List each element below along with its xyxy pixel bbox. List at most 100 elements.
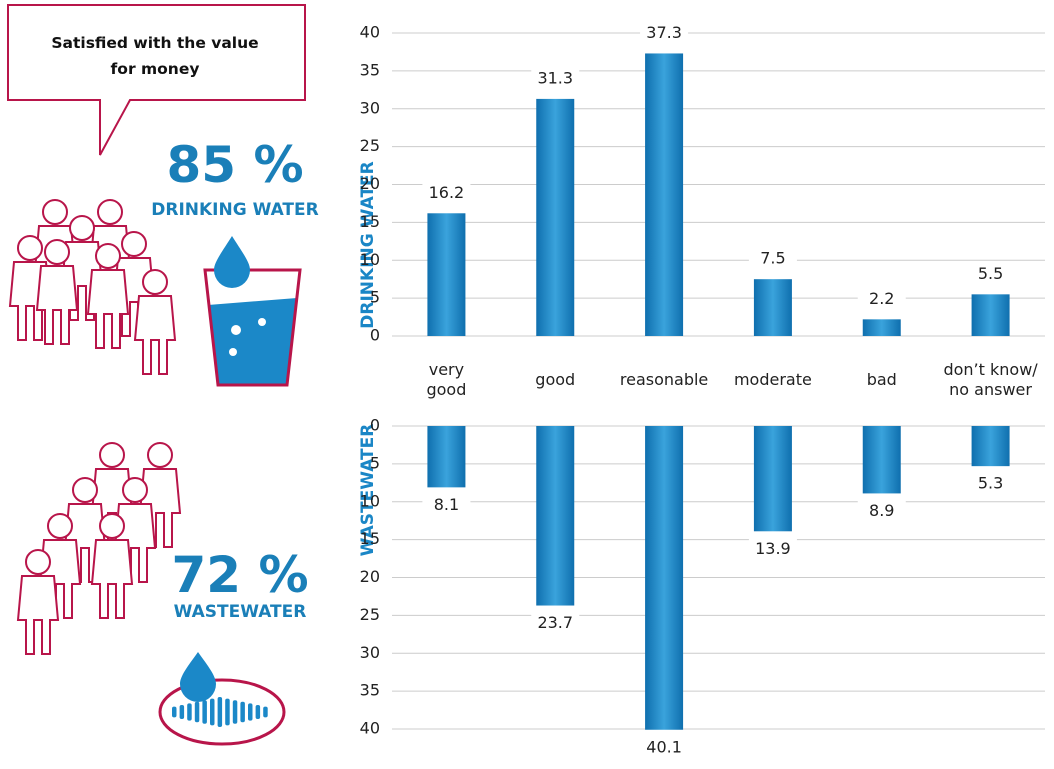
y-tick-label: 0	[370, 416, 380, 435]
drain-slot	[210, 698, 215, 726]
value-label: 31.3	[537, 68, 573, 87]
person-head	[121, 231, 147, 257]
y-tick-label: 10	[360, 491, 380, 510]
drain-slot	[172, 706, 177, 718]
value-label: 8.1	[434, 495, 459, 514]
bubble-icon	[231, 325, 241, 335]
x-tick-label: good	[535, 370, 576, 389]
person-head	[142, 269, 168, 295]
value-label: 16.2	[429, 183, 465, 202]
person-head	[25, 549, 51, 575]
label-bg	[748, 538, 797, 561]
y-tick-label: 30	[360, 98, 380, 117]
y-tick-label: 25	[360, 605, 380, 624]
drain-slot	[232, 700, 238, 724]
bar	[536, 426, 575, 606]
label-bg	[531, 67, 580, 90]
drain-slot	[217, 697, 223, 727]
value-label: 13.9	[755, 539, 791, 558]
label-bg	[966, 473, 1015, 496]
y-tick-label: 35	[360, 60, 380, 79]
y-tick-label: 10	[360, 250, 380, 269]
label-bg	[422, 494, 471, 517]
y-tick-label: 30	[360, 643, 380, 662]
bubble-icon	[229, 348, 237, 356]
label-bg	[640, 22, 689, 45]
value-label: 37.3	[646, 23, 682, 42]
bar	[971, 294, 1010, 336]
drain-slot	[248, 703, 253, 721]
bar	[862, 426, 901, 494]
y-tick-label: 20	[360, 567, 380, 586]
person-head	[99, 513, 125, 539]
x-tick-label: don’t know/ no answer	[943, 360, 1038, 399]
person-head	[72, 477, 98, 503]
share-label: DRINKING WATER	[151, 200, 319, 220]
person-icon	[16, 575, 60, 655]
y-tick-label: 40	[360, 23, 380, 42]
share: 85 %	[166, 136, 304, 194]
person-head	[44, 239, 70, 265]
drain-slot	[194, 701, 200, 723]
label-bg	[857, 288, 906, 311]
person-icon	[35, 265, 79, 345]
share-label: WASTEWATER	[173, 602, 307, 622]
person-head	[42, 199, 68, 225]
value-label: 40.1	[646, 737, 682, 756]
y-tick-label: 20	[360, 174, 380, 193]
callout-text: Satisfied with the value for money	[51, 34, 259, 78]
value-label: 23.7	[537, 613, 573, 632]
drain-slot	[187, 703, 192, 721]
x-tick-label: very good	[426, 360, 467, 399]
person-head	[122, 477, 148, 503]
bar	[971, 426, 1010, 467]
glass	[203, 268, 302, 387]
bar	[862, 319, 901, 336]
label-bg	[857, 500, 906, 523]
value-label: 5.3	[978, 474, 1003, 493]
person-head	[147, 442, 173, 468]
x-tick-label: reasonable	[619, 370, 709, 389]
bar	[753, 426, 792, 532]
label-bg	[422, 182, 471, 205]
y-tick-label: 25	[360, 136, 380, 155]
y-tick-label: 15	[360, 529, 380, 548]
y-tick-label: 0	[370, 326, 380, 345]
person-icon	[90, 539, 134, 619]
callout-bubble	[7, 4, 306, 156]
y-tick-label: 15	[360, 212, 380, 231]
drain-slot	[263, 706, 268, 718]
drain-slot	[225, 698, 230, 726]
label-bg	[640, 736, 689, 759]
bar	[645, 53, 684, 336]
y-tick-label: 5	[370, 453, 380, 472]
person-head	[97, 199, 123, 225]
label-bg	[748, 248, 797, 271]
y-tick-label: 40	[360, 719, 380, 738]
drop-icon	[214, 236, 250, 288]
label-bg	[531, 612, 580, 635]
x-tick-label: bad	[866, 370, 897, 389]
share: 72 %	[171, 546, 309, 604]
person-head	[47, 513, 73, 539]
drain-slot	[179, 705, 185, 719]
drain-slot	[240, 701, 245, 723]
person-icon	[86, 269, 130, 349]
person-head	[17, 235, 43, 261]
drop-icon	[180, 652, 216, 702]
value-label: 7.5	[760, 249, 785, 268]
x-tick-label: moderate	[733, 370, 812, 389]
person-icon	[133, 295, 177, 375]
drain-slot	[255, 705, 261, 719]
axis-title: WASTEWATER	[358, 424, 378, 557]
person-head	[99, 442, 125, 468]
bubble-icon	[258, 318, 266, 326]
bar	[645, 426, 684, 730]
y-tick-label: 5	[370, 288, 380, 307]
bar	[753, 279, 792, 336]
person-head	[95, 243, 121, 269]
bar	[427, 426, 466, 488]
bar	[536, 98, 575, 336]
